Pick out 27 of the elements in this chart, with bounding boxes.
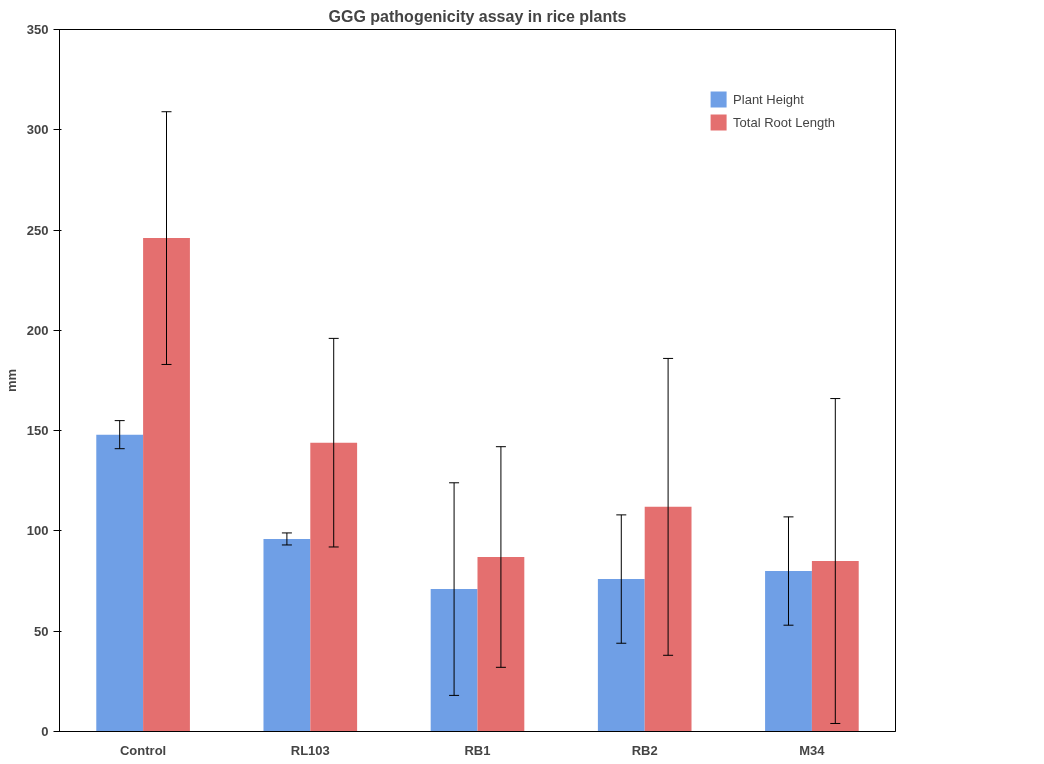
bar <box>811 561 859 732</box>
legend-label: Plant Height <box>733 91 804 107</box>
x-tick-label: Control <box>119 742 167 758</box>
bar <box>644 506 692 732</box>
y-tick-label: 200 <box>26 322 49 338</box>
bar <box>765 571 812 732</box>
legend-label: Total Root Length <box>733 114 835 130</box>
x-tick-label: M34 <box>799 742 826 758</box>
bar <box>143 238 190 732</box>
y-tick-label: 150 <box>26 423 49 439</box>
x-tick-label: RL103 <box>290 742 330 758</box>
bar <box>430 589 478 732</box>
bar <box>263 538 311 732</box>
y-tick-label: 300 <box>26 122 49 138</box>
bar <box>597 579 645 732</box>
y-tick-label: 100 <box>26 523 49 539</box>
y-tick-label: 250 <box>26 222 49 238</box>
bar <box>310 442 358 732</box>
y-axis-title: mm <box>3 368 19 393</box>
bar <box>477 557 525 732</box>
y-tick-label: 50 <box>34 623 49 639</box>
bar <box>96 434 144 732</box>
x-tick-label: RB1 <box>464 742 491 758</box>
y-tick-label: 0 <box>41 724 49 739</box>
x-tick-label: RB2 <box>631 742 658 758</box>
chart-title: GGG pathogenicity assay in rice plants <box>328 7 627 25</box>
y-tick-label: 350 <box>26 22 49 37</box>
